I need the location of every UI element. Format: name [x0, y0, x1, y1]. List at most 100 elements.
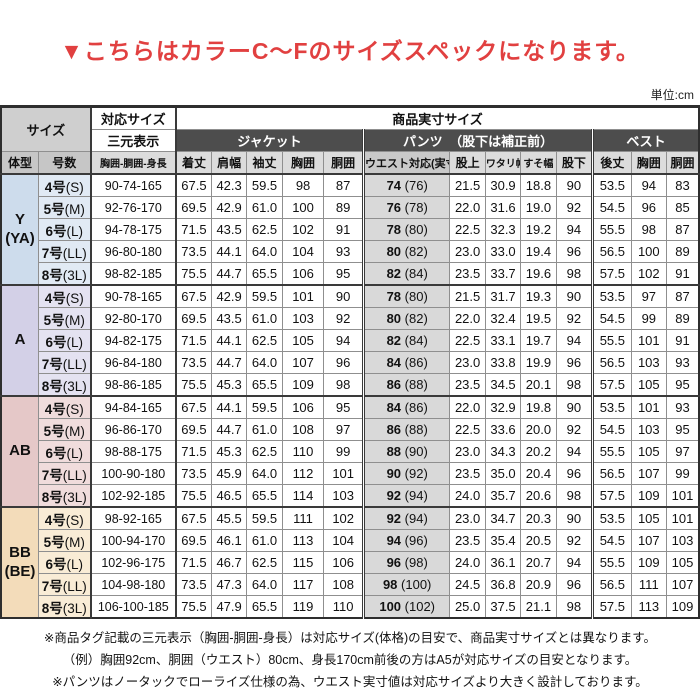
taio-size-cell: 106-100-185 [89, 595, 177, 619]
jacket-value-cell: 93 [323, 240, 364, 263]
vest-value-cell: 89 [666, 307, 700, 330]
taio-size-cell: 104-98-180 [89, 573, 177, 596]
col-header-hem: すそ幅 [520, 151, 557, 175]
jacket-value-cell: 97 [323, 418, 364, 441]
vest-value-cell: 57.5 [591, 595, 632, 619]
jacket-value-cell: 44.1 [210, 395, 248, 419]
pants-value-cell: 23.0 [449, 351, 486, 374]
vest-value-cell: 91 [666, 329, 700, 352]
vest-value-cell: 85 [666, 196, 700, 219]
jacket-value-cell: 61.0 [246, 307, 283, 330]
vest-value-cell: 105 [630, 373, 668, 397]
size-number-cell: 5号(M) [37, 196, 92, 219]
pants-value-cell: 31.7 [484, 284, 522, 308]
pants-value-cell: 20.2 [520, 440, 557, 463]
size-alpha: (S) [65, 179, 84, 195]
waist-nominal: 80 [386, 244, 402, 259]
waist-nominal: 94 [386, 533, 402, 548]
waist-size-cell: 78 (80) [361, 284, 451, 308]
jacket-value-cell: 47.3 [210, 573, 248, 596]
body-type-cell: A [0, 284, 39, 397]
table-row: A 4号(S) 90-78-165 67.5 42.9 59.5 101 90 78 (80) 2… [0, 284, 700, 397]
size-number: 5号 [43, 423, 65, 439]
waist-nominal: 78 [386, 222, 402, 237]
jacket-value-cell: 102 [281, 218, 325, 241]
waist-size-cell: 100 (102) [361, 595, 451, 619]
taio-size-cell: 94-82-175 [89, 329, 177, 352]
pants-value-cell: 19.6 [520, 262, 557, 286]
table-row: 5号(M) 96-86-170 69.5 44.7 61.0 108 97 86 (88) 22… [1, 418, 700, 441]
jacket-value-cell: 45.3 [210, 440, 248, 463]
vest-value-cell: 101 [630, 395, 668, 419]
pants-value-cell: 21.5 [449, 284, 486, 308]
jacket-value-cell: 87 [323, 173, 364, 197]
size-number-cell: 7号(LL) [37, 462, 92, 485]
taio-size-cell: 102-96-175 [89, 551, 177, 574]
jacket-value-cell: 91 [323, 218, 364, 241]
pants-value-cell: 22.5 [449, 218, 486, 241]
pants-value-cell: 20.6 [520, 484, 557, 508]
vest-value-cell: 54.5 [591, 307, 632, 330]
size-number: 6号 [45, 556, 67, 572]
jacket-value-cell: 107 [281, 351, 325, 374]
waist-actual: (92) [401, 466, 428, 481]
vest-value-cell: 93 [666, 395, 700, 419]
header-taio-size: 対応サイズ [89, 106, 177, 130]
jacket-value-cell: 65.5 [246, 484, 283, 508]
pants-value-cell: 31.6 [484, 196, 522, 219]
pants-value-cell: 34.7 [484, 506, 522, 530]
pants-value-cell: 23.0 [449, 440, 486, 463]
jacket-value-cell: 42.9 [210, 284, 248, 308]
size-number-cell: 4号(S) [37, 395, 92, 419]
pants-value-cell: 96 [555, 573, 594, 596]
pants-value-cell: 23.0 [449, 240, 486, 263]
pants-value-cell: 92 [555, 529, 594, 552]
jacket-value-cell: 115 [281, 551, 325, 574]
pants-value-cell: 19.3 [520, 284, 557, 308]
pants-value-cell: 94 [555, 440, 594, 463]
vest-value-cell: 107 [630, 462, 668, 485]
size-number: 6号 [45, 445, 67, 461]
size-alpha: (L) [66, 223, 84, 239]
jacket-value-cell: 71.5 [174, 329, 212, 352]
jacket-value-cell: 67.5 [174, 284, 212, 308]
pants-value-cell: 92 [555, 418, 594, 441]
size-alpha: (L) [66, 556, 84, 572]
size-alpha: (3L) [62, 600, 87, 616]
jacket-value-cell: 112 [281, 462, 325, 485]
pants-value-cell: 25.0 [449, 595, 486, 619]
taio-size-cell: 98-82-185 [89, 262, 177, 286]
header-size: サイズ [0, 106, 92, 152]
waist-nominal: 84 [386, 400, 402, 415]
waist-size-cell: 92 (94) [361, 506, 451, 530]
jacket-value-cell: 104 [323, 529, 364, 552]
jacket-value-cell: 71.5 [174, 440, 212, 463]
jacket-value-cell: 64.0 [246, 573, 283, 596]
jacket-value-cell: 67.5 [174, 506, 212, 530]
pants-value-cell: 22.0 [449, 196, 486, 219]
pants-value-cell: 90 [555, 506, 594, 530]
page: ▼こちらはカラーC〜Fのサイズスペックになります。 単位:cm サイズ 対応サイ… [0, 32, 700, 693]
size-number-cell: 6号(L) [37, 440, 92, 463]
size-number: 6号 [45, 334, 67, 350]
jacket-value-cell: 103 [281, 307, 325, 330]
pants-value-cell: 21.5 [449, 173, 486, 197]
pants-value-cell: 92 [555, 307, 594, 330]
vest-value-cell: 103 [630, 351, 668, 374]
pants-value-cell: 94 [555, 218, 594, 241]
jacket-value-cell: 69.5 [174, 418, 212, 441]
taio-size-cell: 90-74-165 [89, 173, 177, 197]
pants-value-cell: 36.8 [484, 573, 522, 596]
waist-actual: (90) [401, 444, 428, 459]
vest-value-cell: 97 [666, 440, 700, 463]
note-line-1: ※商品タグ記載の三元表示（胸囲-胴囲-身長）は対応サイズ(体格)の目安で、商品実… [43, 631, 657, 645]
column-header-row: 体型 号数 胸囲-胴囲-身長 着丈 肩幅 袖丈 胸囲 胴囲 ウエスト対応(実寸)… [0, 151, 700, 175]
waist-size-cell: 84 (86) [361, 351, 451, 374]
table-row: 7号(LL) 100-90-180 73.5 45.9 64.0 112 101 90 (92… [1, 462, 700, 485]
jacket-value-cell: 59.5 [246, 284, 283, 308]
jacket-value-cell: 62.5 [246, 440, 283, 463]
size-number-cell: 7号(LL) [37, 573, 92, 596]
waist-nominal: 90 [386, 466, 402, 481]
body-type-cell: Y (YA) [0, 173, 39, 286]
vest-value-cell: 55.5 [591, 218, 632, 241]
